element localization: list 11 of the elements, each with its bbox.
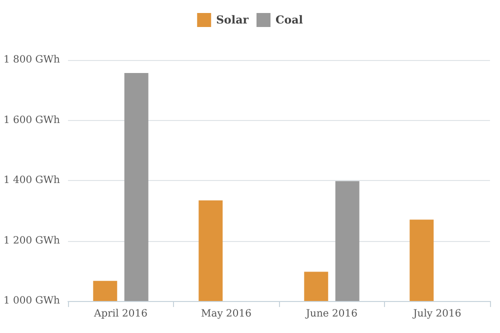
y-tick-label: 1 200 GWh xyxy=(3,235,61,246)
x-tick-label: April 2016 xyxy=(93,308,148,320)
legend-label: Solar xyxy=(216,14,249,26)
x-tick-label: July 2016 xyxy=(412,308,462,320)
legend-label: Coal xyxy=(275,14,303,26)
y-tick-label: 1 400 GWh xyxy=(3,175,61,186)
y-tick-label: 1 800 GWh xyxy=(3,54,61,66)
x-tick-label: June 2016 xyxy=(305,308,358,320)
y-tick-label: 1 600 GWh xyxy=(3,114,61,126)
x-tick-label: May 2016 xyxy=(201,308,252,320)
y-tick-label: 1 000 GWh xyxy=(3,296,61,306)
